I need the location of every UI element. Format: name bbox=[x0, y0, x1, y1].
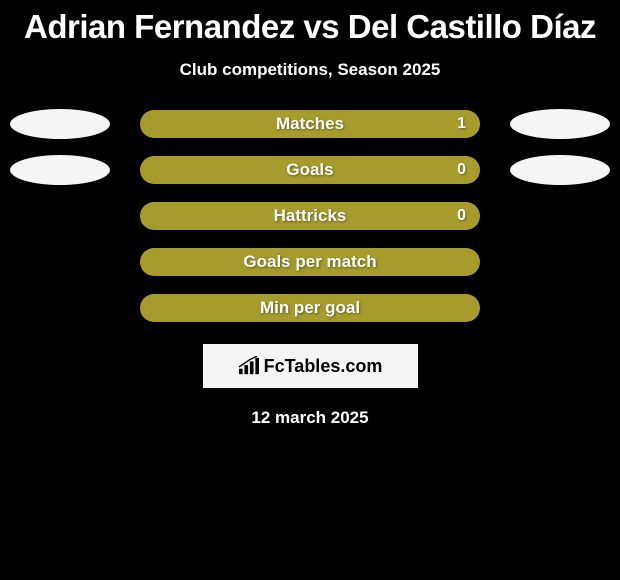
player-left-indicator bbox=[10, 109, 110, 139]
stat-row: Hattricks 0 bbox=[0, 202, 620, 230]
stat-row: Goals per match bbox=[0, 248, 620, 276]
stat-row: Goals 0 bbox=[0, 156, 620, 184]
player-left-indicator bbox=[10, 155, 110, 185]
stat-value: 0 bbox=[457, 161, 466, 179]
stat-row: Min per goal bbox=[0, 294, 620, 322]
stat-bar: Goals 0 bbox=[140, 156, 480, 184]
page-title: Adrian Fernandez vs Del Castillo Díaz bbox=[24, 8, 596, 46]
stat-label: Goals per match bbox=[243, 252, 376, 272]
stat-label: Hattricks bbox=[274, 206, 347, 226]
logo-text: FcTables.com bbox=[264, 356, 383, 377]
stat-value: 1 bbox=[457, 115, 466, 133]
stat-label: Min per goal bbox=[260, 298, 360, 318]
player-right-indicator bbox=[510, 109, 610, 139]
stat-row: Matches 1 bbox=[0, 110, 620, 138]
stat-bar: Min per goal bbox=[140, 294, 480, 322]
stats-area: Matches 1 Goals 0 Hattricks 0 Goals per match M… bbox=[0, 110, 620, 322]
bar-chart-icon bbox=[238, 356, 260, 376]
stat-bar: Hattricks 0 bbox=[140, 202, 480, 230]
subtitle: Club competitions, Season 2025 bbox=[180, 60, 441, 80]
logo-box[interactable]: FcTables.com bbox=[203, 344, 418, 388]
stat-label: Matches bbox=[276, 114, 344, 134]
stat-value: 0 bbox=[457, 207, 466, 225]
stat-bar: Matches 1 bbox=[140, 110, 480, 138]
comparison-card: Adrian Fernandez vs Del Castillo Díaz Cl… bbox=[0, 0, 620, 428]
stat-bar: Goals per match bbox=[140, 248, 480, 276]
player-right-indicator bbox=[510, 155, 610, 185]
stat-label: Goals bbox=[286, 160, 333, 180]
date-text: 12 march 2025 bbox=[251, 408, 368, 428]
